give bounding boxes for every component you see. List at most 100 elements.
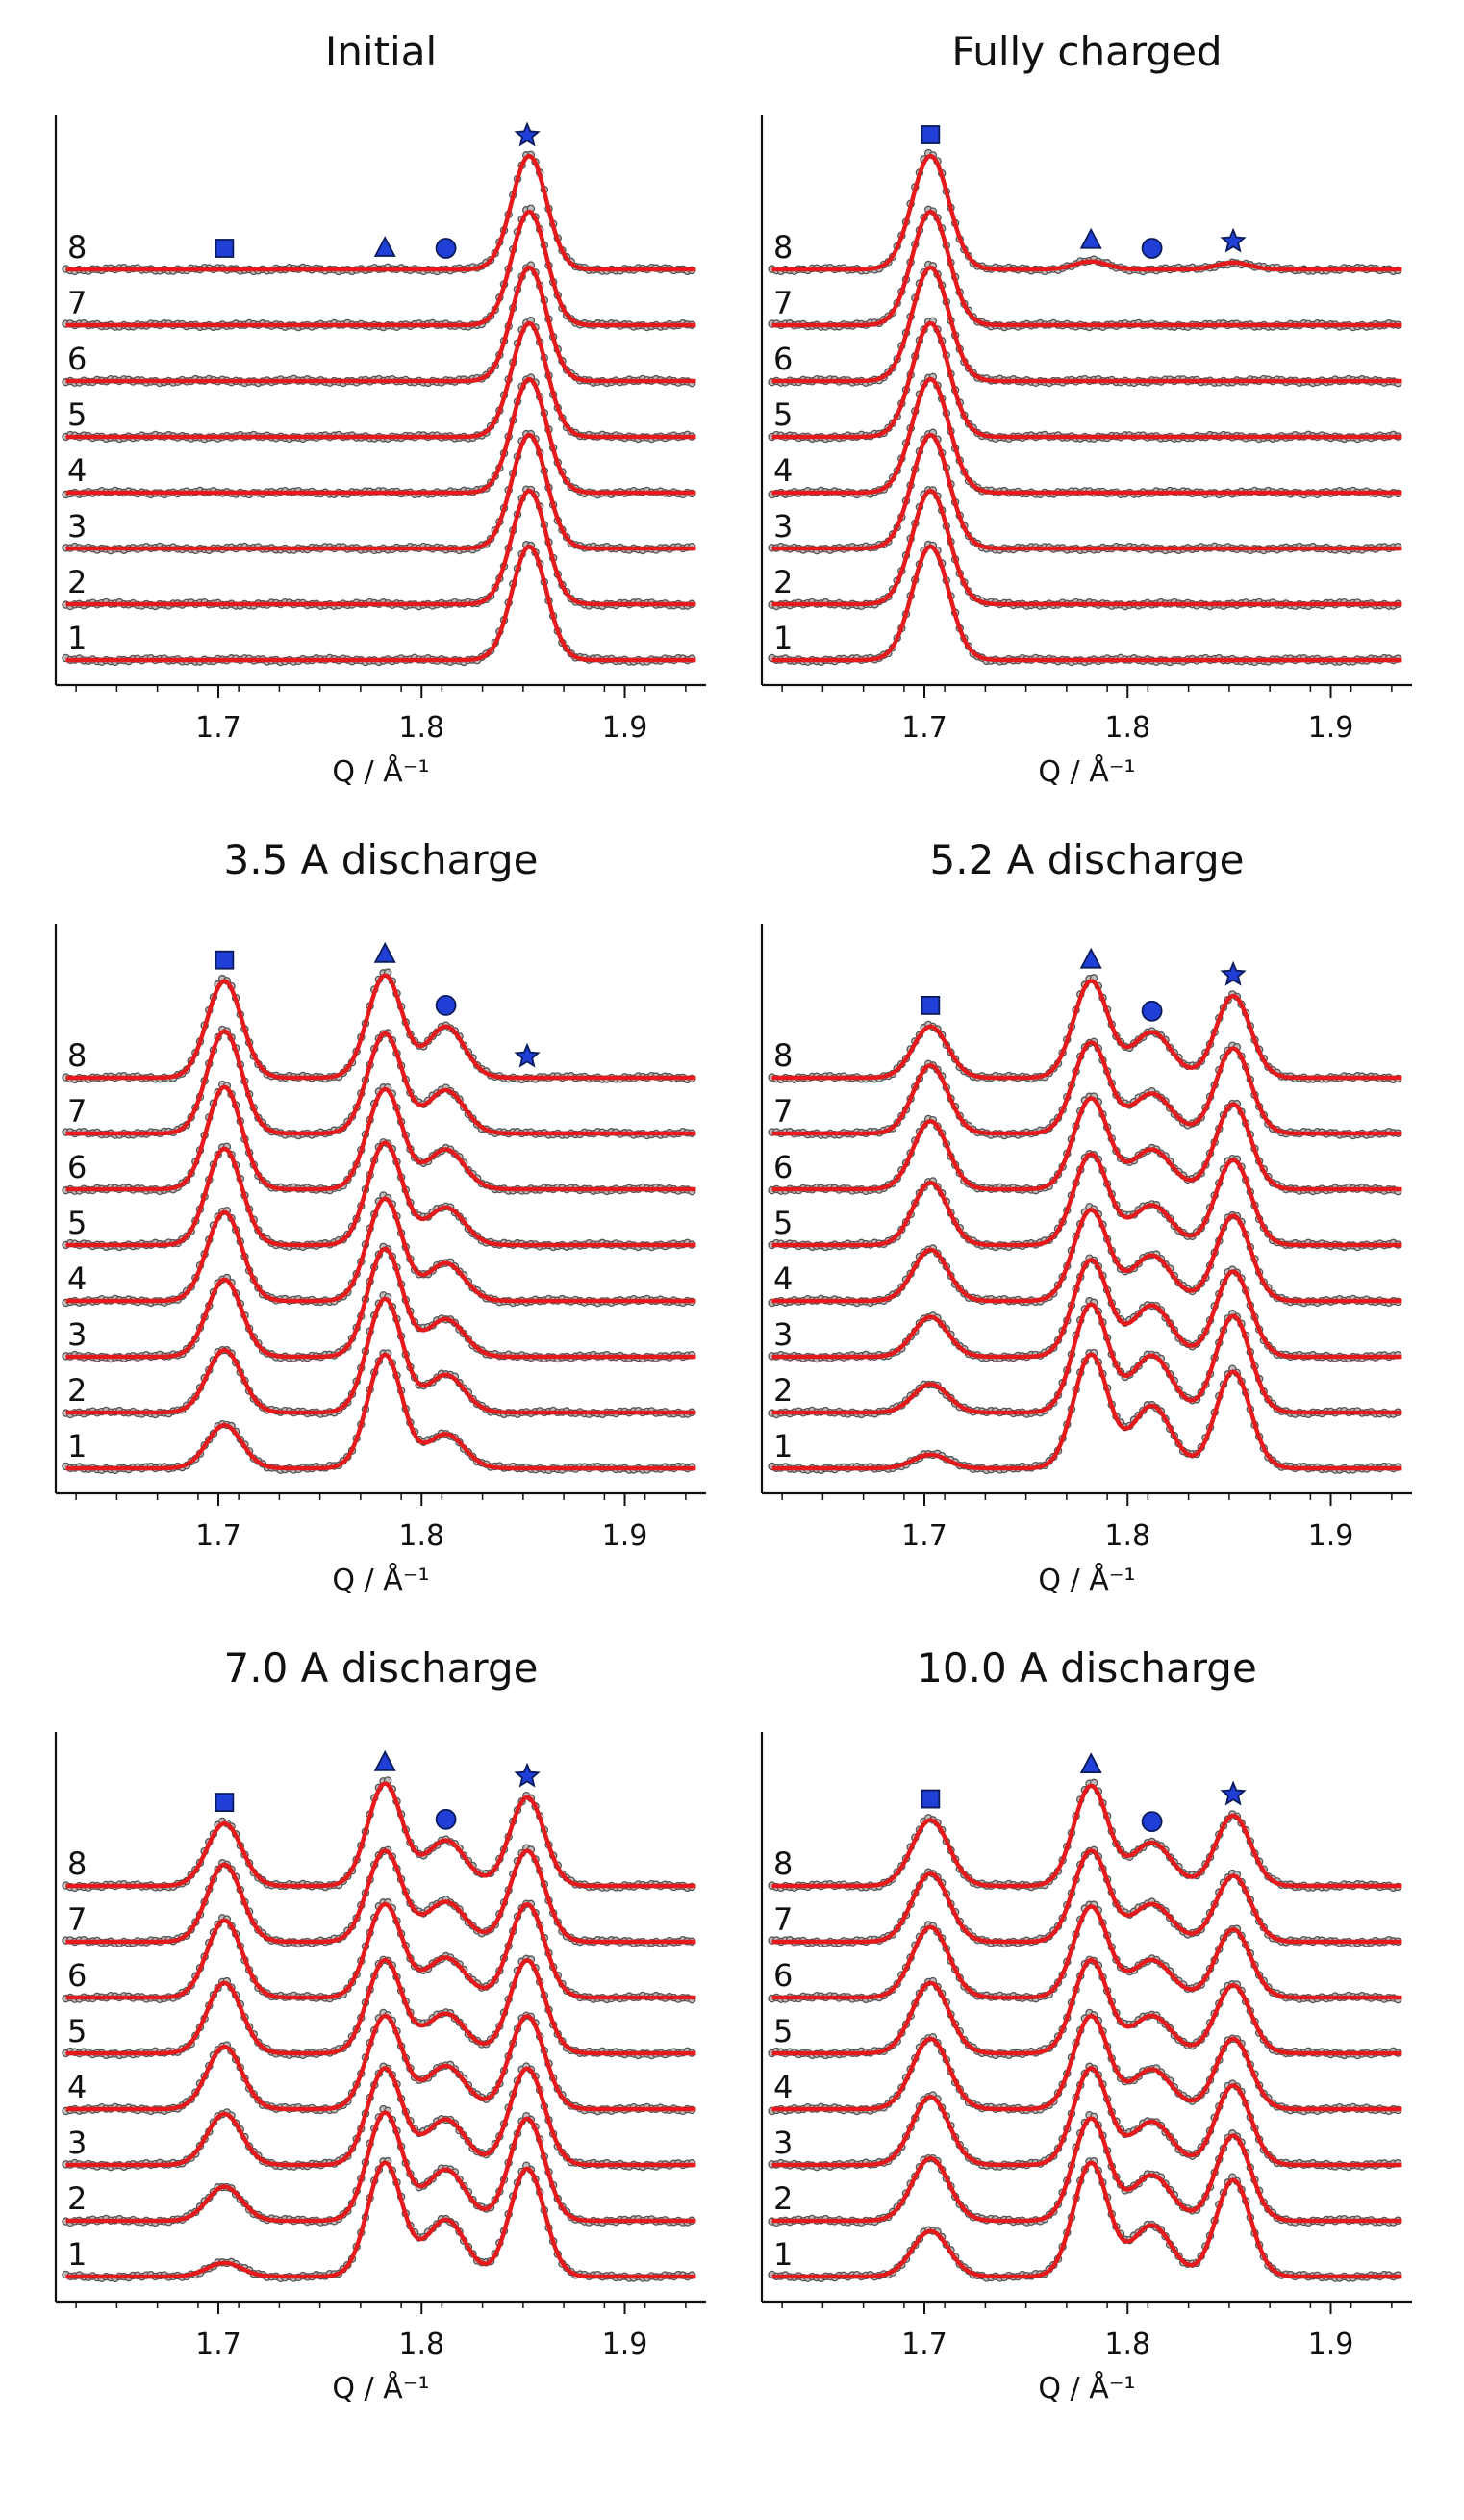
trace-label: 1 bbox=[67, 1428, 87, 1464]
trace-2: 2 bbox=[62, 485, 696, 611]
trace-1: 1 bbox=[768, 540, 1402, 667]
x-tick-label: 1.8 bbox=[398, 711, 444, 745]
x-tick-label: 1.9 bbox=[602, 1519, 648, 1553]
trace-label: 4 bbox=[67, 1260, 87, 1297]
x-tick-label: 1.8 bbox=[1104, 1519, 1150, 1553]
trace-label: 3 bbox=[67, 508, 87, 545]
fit-line bbox=[771, 1152, 1402, 1248]
trace-7: 7 bbox=[62, 204, 696, 332]
star-marker-icon bbox=[1220, 960, 1247, 986]
fit-line bbox=[65, 376, 696, 496]
trace-label: 3 bbox=[67, 1316, 87, 1353]
triangle-marker-icon bbox=[373, 941, 396, 963]
trace-label: 5 bbox=[67, 396, 87, 433]
trace-8: 8 bbox=[768, 974, 1402, 1084]
fit-line bbox=[65, 153, 696, 272]
star-marker-icon bbox=[514, 1042, 541, 1068]
fit-line bbox=[771, 153, 1402, 272]
trace-6: 6 bbox=[768, 1092, 1402, 1196]
trace-label: 1 bbox=[773, 620, 793, 656]
trace-label: 2 bbox=[67, 1372, 87, 1409]
fit-line bbox=[65, 1084, 696, 1192]
trace-label: 8 bbox=[67, 1037, 87, 1074]
trace-label: 7 bbox=[773, 285, 793, 321]
trace-label: 2 bbox=[773, 564, 793, 600]
panel-title: Initial bbox=[325, 28, 437, 75]
x-tick-label: 1.9 bbox=[1308, 1519, 1354, 1553]
x-tick-label: 1.7 bbox=[901, 1519, 947, 1553]
square-marker-icon bbox=[921, 125, 941, 144]
trace-label: 1 bbox=[67, 620, 87, 656]
trace-5: 5 bbox=[768, 1149, 1402, 1252]
trace-4: 4 bbox=[62, 373, 696, 499]
fit-line bbox=[65, 320, 696, 440]
panel-title: 3.5 A discharge bbox=[224, 836, 539, 883]
trace-label: 8 bbox=[773, 229, 793, 266]
star-marker-icon bbox=[1220, 227, 1247, 253]
fit-line bbox=[65, 265, 696, 384]
x-tick-label: 1.9 bbox=[1308, 711, 1354, 745]
x-axis-label: Q / Å⁻¹ bbox=[1038, 1563, 1135, 1597]
x-tick-label: 1.8 bbox=[398, 2328, 444, 2361]
trace-label: 8 bbox=[773, 1037, 793, 1074]
trace-8: 8 bbox=[768, 148, 1402, 276]
circle-marker-icon bbox=[435, 238, 457, 259]
trace-label: 7 bbox=[773, 1093, 793, 1130]
trace-7: 7 bbox=[768, 1037, 1402, 1140]
trace-3: 3 bbox=[62, 429, 696, 555]
x-tick-label: 1.7 bbox=[195, 2328, 241, 2361]
triangle-marker-icon bbox=[1079, 947, 1102, 969]
star-marker-icon bbox=[514, 121, 541, 147]
trace-label: 2 bbox=[67, 2180, 87, 2217]
x-tick-label: 1.7 bbox=[195, 711, 241, 745]
trace-label: 4 bbox=[773, 452, 793, 489]
trace-6: 6 bbox=[62, 1080, 696, 1196]
fit-line bbox=[65, 209, 696, 328]
trace-label: 2 bbox=[773, 1372, 793, 1409]
panel-3: 3.5 A discharge 1.7 1.8 1.9 Q / Å⁻¹ 1 2 3 4 56 7 8 bbox=[54, 836, 706, 1597]
fit-line bbox=[771, 1096, 1402, 1192]
circle-marker-icon bbox=[435, 995, 457, 1016]
trace-label: 3 bbox=[773, 1316, 793, 1353]
trace-label: 7 bbox=[67, 1093, 87, 1130]
square-marker-icon bbox=[215, 239, 235, 258]
trace-label: 5 bbox=[773, 1205, 793, 1241]
panel-title: Fully charged bbox=[951, 28, 1222, 75]
x-tick-label: 1.7 bbox=[901, 711, 947, 745]
panel-title: 5.2 A discharge bbox=[930, 836, 1245, 883]
trace-4: 4 bbox=[62, 1191, 696, 1308]
trace-label: 5 bbox=[773, 396, 793, 433]
trace-4: 4 bbox=[768, 1203, 1402, 1308]
x-axis-label: Q / Å⁻¹ bbox=[332, 754, 429, 789]
trace-label: 7 bbox=[67, 285, 87, 321]
trace-8: 8 bbox=[62, 150, 696, 276]
trace-label: 6 bbox=[67, 1149, 87, 1185]
panel-title: 7.0 A discharge bbox=[224, 1644, 539, 1692]
trace-label: 6 bbox=[773, 1149, 793, 1185]
x-axis-label: Q / Å⁻¹ bbox=[332, 1563, 429, 1597]
circle-marker-icon bbox=[1141, 1000, 1163, 1022]
trace-label: 1 bbox=[67, 2236, 87, 2273]
trace-5: 5 bbox=[62, 1138, 696, 1252]
x-tick-label: 1.7 bbox=[195, 1519, 241, 1553]
trace-label: 4 bbox=[67, 452, 87, 489]
x-tick-label: 1.9 bbox=[602, 2328, 648, 2361]
circle-marker-icon bbox=[1141, 238, 1163, 259]
trace-label: 8 bbox=[67, 229, 87, 266]
x-tick-label: 1.8 bbox=[398, 1519, 444, 1553]
x-tick-label: 1.8 bbox=[1104, 711, 1150, 745]
fit-line bbox=[771, 979, 1402, 1081]
trace-6: 6 bbox=[62, 261, 696, 388]
trace-label: 6 bbox=[773, 341, 793, 377]
trace-5: 5 bbox=[62, 316, 696, 444]
trace-1: 1 bbox=[62, 540, 696, 667]
fit-line bbox=[65, 973, 696, 1081]
trace-label: 6 bbox=[67, 341, 87, 377]
triangle-marker-icon bbox=[1079, 227, 1102, 249]
triangle-marker-icon bbox=[373, 236, 396, 257]
trace-label: 4 bbox=[773, 1260, 793, 1297]
